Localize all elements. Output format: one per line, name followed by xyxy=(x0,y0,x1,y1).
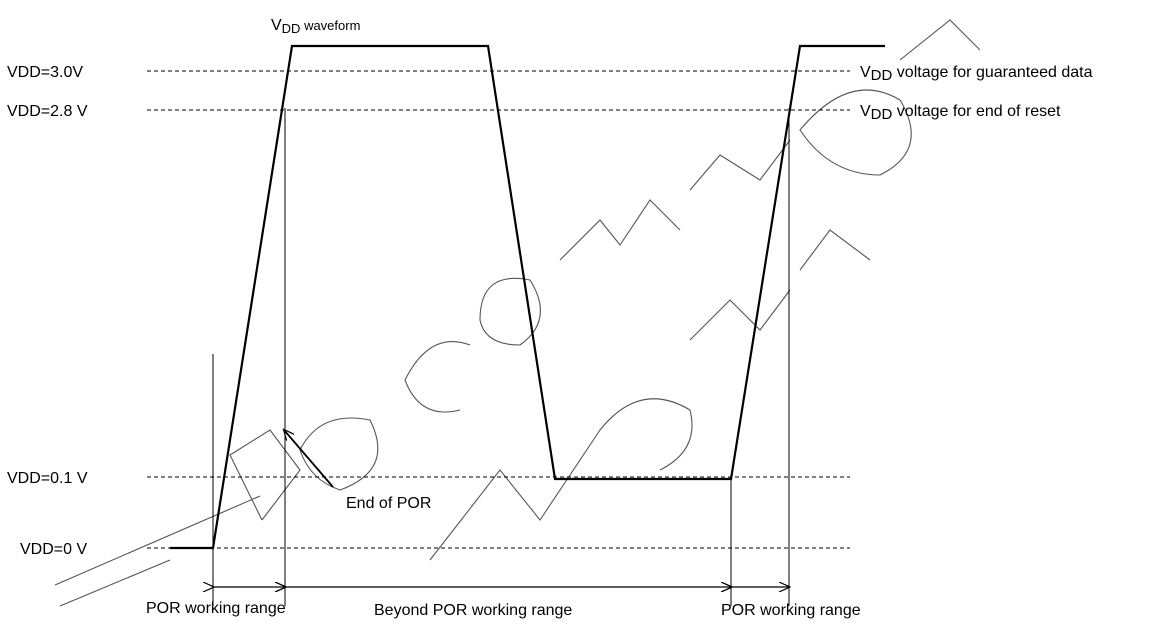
label-end-of-reset: VDD voltage for end of reset xyxy=(860,103,1061,123)
level-label-vdd01: VDD=0.1 V xyxy=(7,470,88,487)
level-lines xyxy=(147,70,850,549)
label-guaranteed-data: VDD voltage for guaranteed data xyxy=(860,64,1093,84)
end-of-por-label: End of POR xyxy=(346,495,431,512)
range-markers xyxy=(212,108,790,606)
end-of-por-arrow xyxy=(284,430,334,488)
waveform-title: VDD waveform xyxy=(271,17,360,36)
level-label-vdd30: VDD=3.0V xyxy=(7,64,83,81)
level-label-vdd28: VDD=2.8 V xyxy=(7,103,88,120)
vdd-waveform-line xyxy=(170,44,885,550)
range-label-right: POR working range xyxy=(721,602,861,619)
range-label-left: POR working range xyxy=(146,600,286,617)
watermark xyxy=(54,19,981,607)
level-label-vdd0: VDD=0 V xyxy=(20,541,87,558)
range-label-middle: Beyond POR working range xyxy=(374,602,572,619)
